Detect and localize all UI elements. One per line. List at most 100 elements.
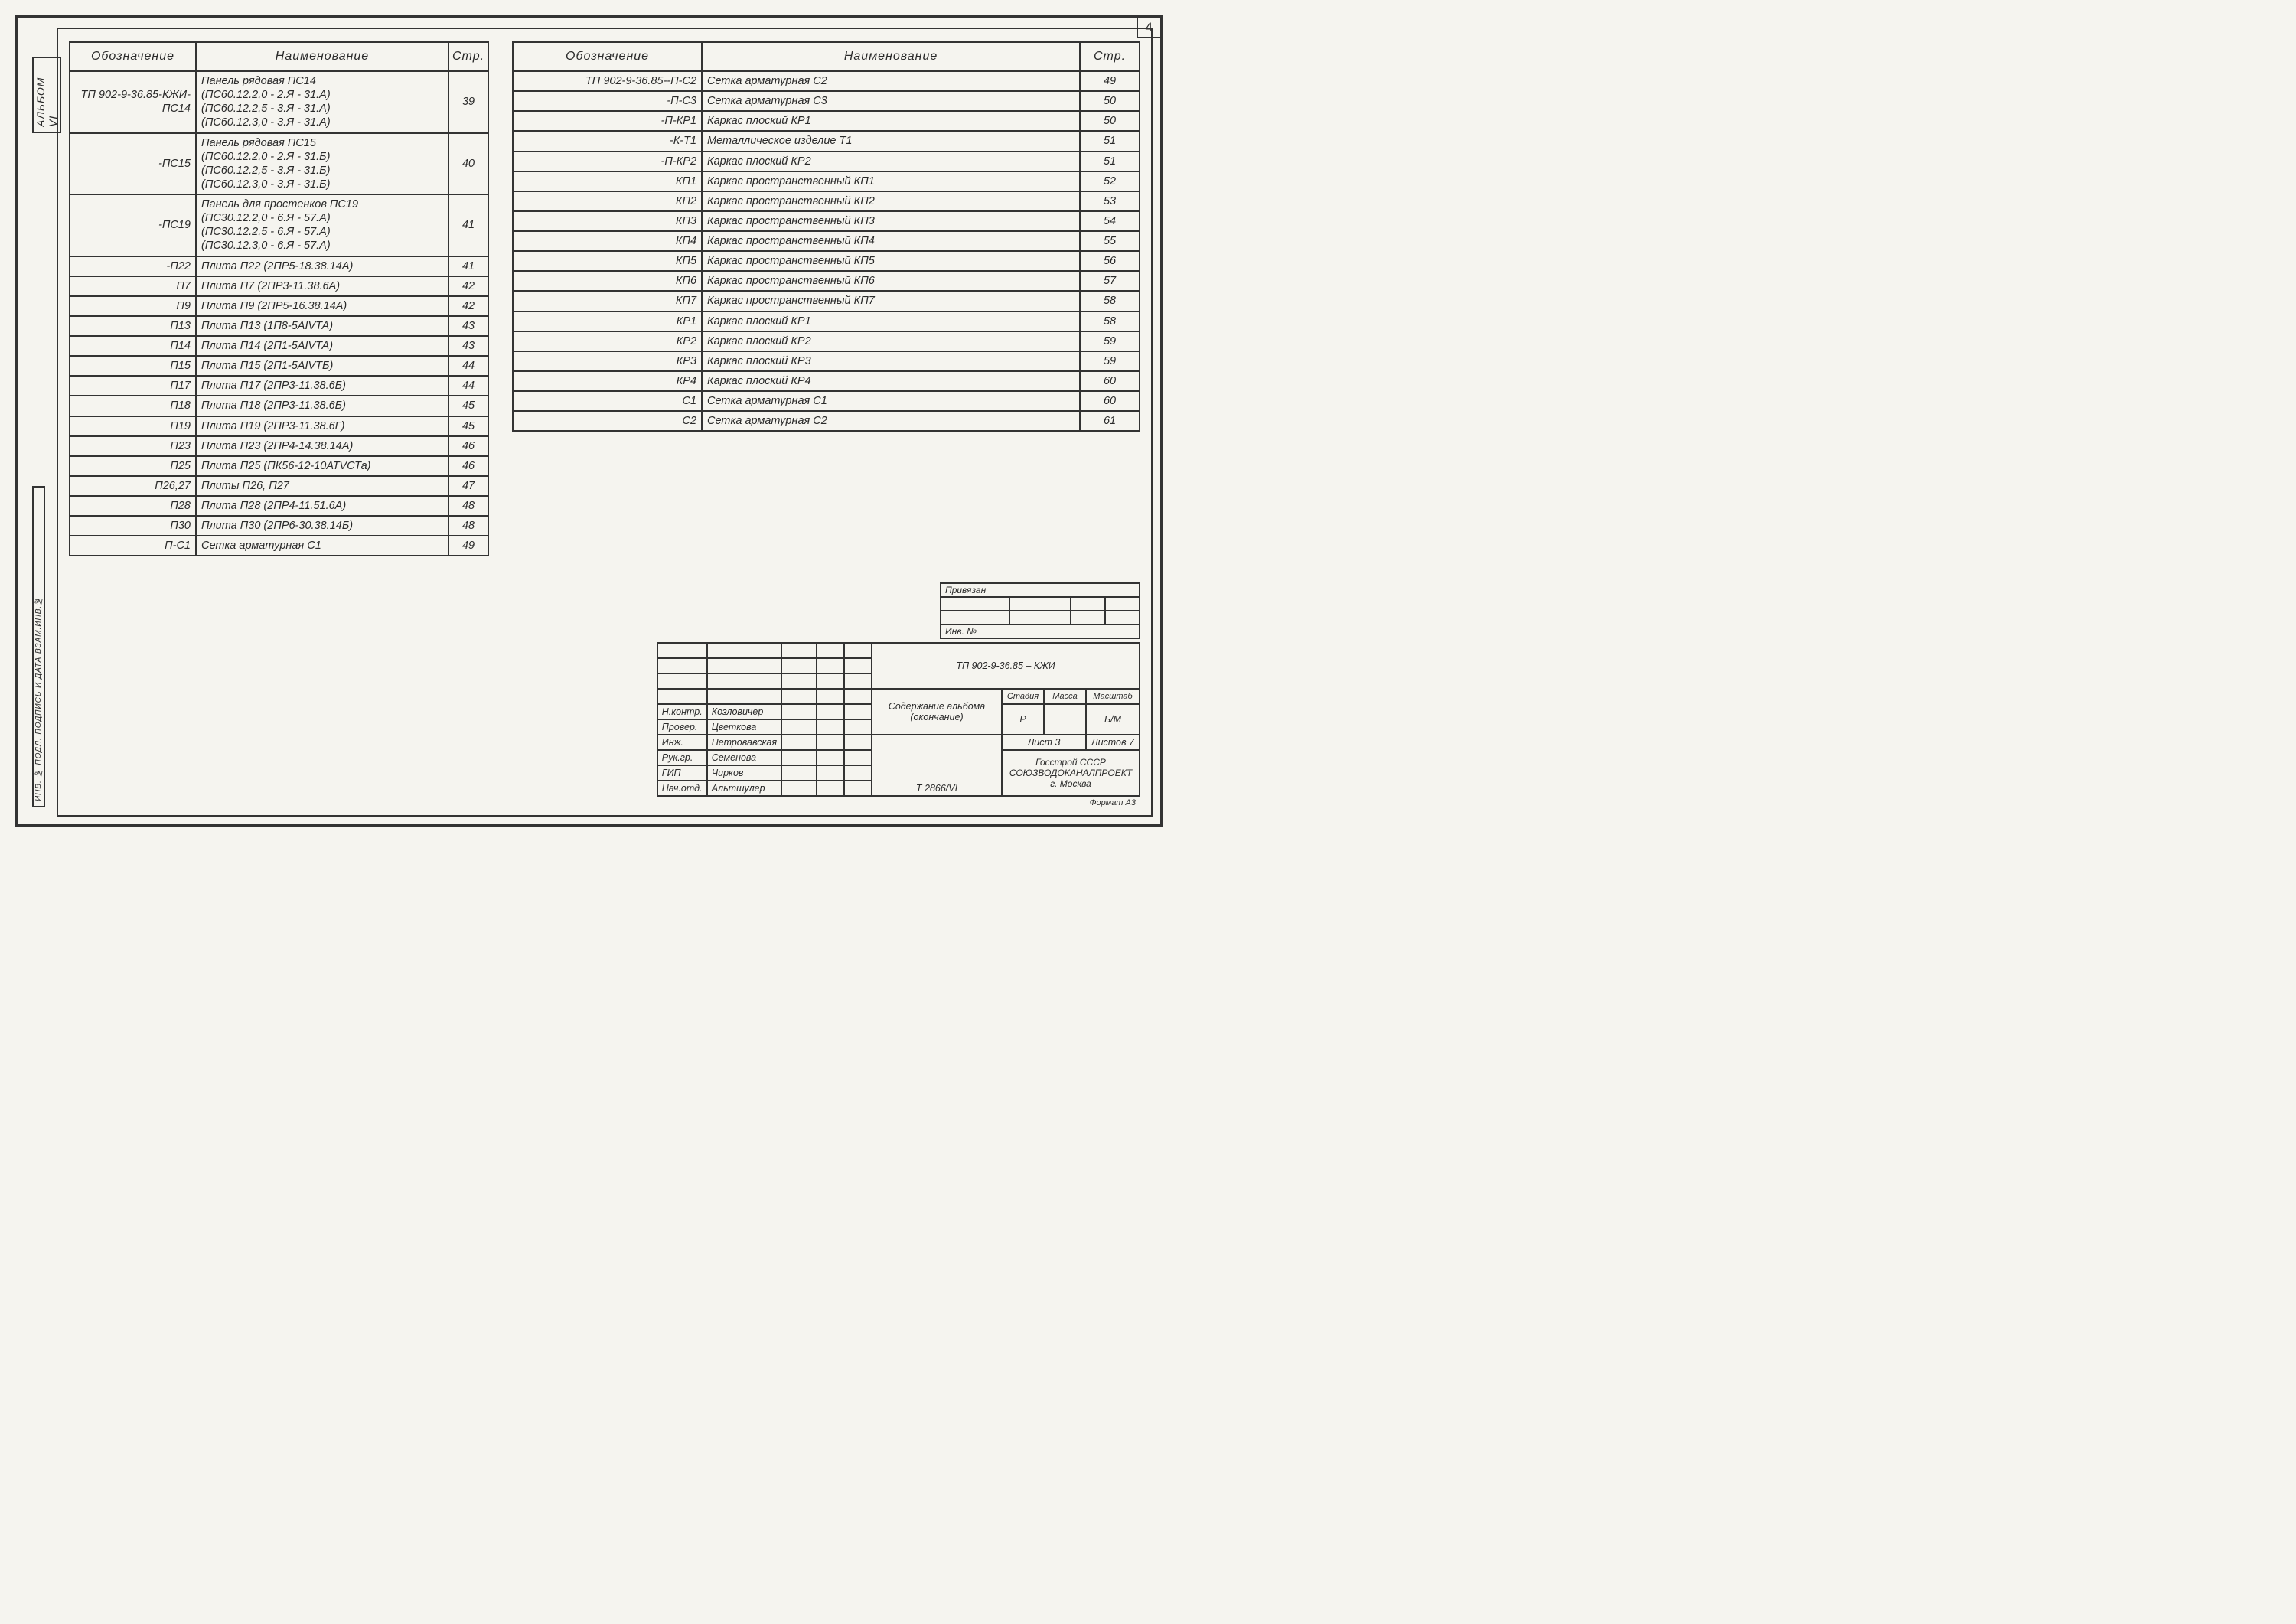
cell-page: 44 <box>448 356 488 376</box>
cell-designation: -К-Т1 <box>513 131 702 151</box>
cell-name: Плита П23 (2ПР4-14.38.14А) <box>196 436 448 456</box>
cell-name: Сетка арматурная С1 <box>702 391 1080 411</box>
table-row: П13Плита П13 (1П8-5АIVТА)43 <box>70 316 488 336</box>
th-designation: Обозначение <box>70 42 196 71</box>
binding-table: Привязан Инв. № <box>940 582 1140 639</box>
cell-name: Плита П13 (1П8-5АIVТА) <box>196 316 448 336</box>
table-row: П9Плита П9 (2ПР5-16.38.14А)42 <box>70 296 488 316</box>
cell-designation: П18 <box>70 396 196 416</box>
cell-name: Панель для простенков ПС19 (ПС30.12.2,0 … <box>196 194 448 256</box>
role-0: Н.контр. <box>657 704 707 719</box>
role-3: Рук.гр. <box>657 750 707 765</box>
table-row: КП1Каркас пространственный КП152 <box>513 171 1140 191</box>
cell-page: 52 <box>1080 171 1140 191</box>
cell-page: 42 <box>448 296 488 316</box>
cell-page: 58 <box>1080 291 1140 311</box>
cell-designation: КР2 <box>513 331 702 351</box>
index-table-right: Обозначение Наименование Стр. ТП 902-9-3… <box>512 41 1140 432</box>
cell-designation: КП4 <box>513 231 702 251</box>
table-row: -П-КР1Каркас плоский КР150 <box>513 111 1140 131</box>
table-row: КП4Каркас пространственный КП455 <box>513 231 1140 251</box>
cell-page: 53 <box>1080 191 1140 211</box>
cell-designation: КП1 <box>513 171 702 191</box>
cell-page: 42 <box>448 276 488 296</box>
cell-page: 41 <box>448 256 488 276</box>
sheets-total: Листов 7 <box>1086 735 1140 750</box>
cell-designation: -П-КР2 <box>513 152 702 171</box>
cell-name: Плита П19 (2ПР3-11.38.6Г) <box>196 416 448 436</box>
cell-designation: П15 <box>70 356 196 376</box>
table-row: П26,27Плиты П26, П2747 <box>70 476 488 496</box>
table-row: П17Плита П17 (2ПР3-11.38.6Б)44 <box>70 376 488 396</box>
index-table-left: Обозначение Наименование Стр. ТП 902-9-3… <box>69 41 489 556</box>
cell-name: Металлическое изделие Т1 <box>702 131 1080 151</box>
th-designation: Обозначение <box>513 42 702 71</box>
binding-label: Привязан <box>941 583 1140 597</box>
stage-value: Р <box>1002 704 1044 735</box>
cell-page: 49 <box>448 536 488 556</box>
project-code: ТП 902-9-36.85 – КЖИ <box>872 643 1140 689</box>
table-row: П19Плита П19 (2ПР3-11.38.6Г)45 <box>70 416 488 436</box>
cell-page: 39 <box>448 71 488 133</box>
table-row: КР1Каркас плоский КР158 <box>513 311 1140 331</box>
doc-title: Содержание альбома (окончание) <box>872 689 1002 735</box>
name-2: Петровавская <box>707 735 781 750</box>
cell-page: 48 <box>448 516 488 536</box>
cell-name: Каркас плоский КР1 <box>702 111 1080 131</box>
cell-page: 51 <box>1080 131 1140 151</box>
cell-page: 49 <box>1080 71 1140 91</box>
drawing-sheet: 4 АЛЬБОМ VI ИНВ. № ПОДЛ. ПОДПИСЬ И ДАТА … <box>15 15 1163 827</box>
name-4: Чирков <box>707 765 781 781</box>
th-page: Стр. <box>1080 42 1140 71</box>
cell-designation: КР1 <box>513 311 702 331</box>
cell-page: 55 <box>1080 231 1140 251</box>
cell-name: Каркас пространственный КП7 <box>702 291 1080 311</box>
cell-name: Плита П28 (2ПР4-11.51.6А) <box>196 496 448 516</box>
cell-page: 57 <box>1080 271 1140 291</box>
cell-designation: -ПС19 <box>70 194 196 256</box>
table-row: ТП 902-9-36.85--П-С2Сетка арматурная С24… <box>513 71 1140 91</box>
cell-page: 60 <box>1080 391 1140 411</box>
table-row: П30Плита П30 (2ПР6-30.38.14Б)48 <box>70 516 488 536</box>
cell-name: Плита П18 (2ПР3-11.38.6Б) <box>196 396 448 416</box>
cell-designation: С1 <box>513 391 702 411</box>
cell-page: 43 <box>448 336 488 356</box>
side-stamp: ИНВ. № ПОДЛ. ПОДПИСЬ И ДАТА ВЗАМ.ИНВ.№ <box>32 486 45 807</box>
organization: Госстрой СССР СОЮЗВОДОКАНАЛПРОЕКТ г. Мос… <box>1002 750 1140 796</box>
table-row: С1Сетка арматурная С160 <box>513 391 1140 411</box>
sheet-no: Лист 3 <box>1002 735 1086 750</box>
cell-designation: КР3 <box>513 351 702 371</box>
cell-designation: П23 <box>70 436 196 456</box>
scale-header: Масштаб <box>1086 689 1140 704</box>
table-row: -ПС19Панель для простенков ПС19 (ПС30.12… <box>70 194 488 256</box>
cell-name: Плита П9 (2ПР5-16.38.14А) <box>196 296 448 316</box>
cell-page: 40 <box>448 133 488 195</box>
cell-designation: -П-С3 <box>513 91 702 111</box>
table-row: КП6Каркас пространственный КП657 <box>513 271 1140 291</box>
stage-header: Стадия <box>1002 689 1044 704</box>
cell-name: Каркас пространственный КП4 <box>702 231 1080 251</box>
cell-page: 59 <box>1080 351 1140 371</box>
cell-name: Панель рядовая ПС15 (ПС60.12.2,0 - 2.Я -… <box>196 133 448 195</box>
table-row: П14Плита П14 (2П1-5АIVТА)43 <box>70 336 488 356</box>
cell-designation: П28 <box>70 496 196 516</box>
name-0: Козловичер <box>707 704 781 719</box>
cell-name: Каркас пространственный КП3 <box>702 211 1080 231</box>
cell-designation: КР4 <box>513 371 702 391</box>
role-1: Провер. <box>657 719 707 735</box>
cell-designation: П14 <box>70 336 196 356</box>
cell-name: Каркас пространственный КП6 <box>702 271 1080 291</box>
cell-designation: П9 <box>70 296 196 316</box>
cell-page: 54 <box>1080 211 1140 231</box>
th-page: Стр. <box>448 42 488 71</box>
title-block: ТП 902-9-36.85 – КЖИ Содержание альбома … <box>657 642 1140 797</box>
cell-page: 58 <box>1080 311 1140 331</box>
table-row: П15Плита П15 (2П1-5АIVТБ)44 <box>70 356 488 376</box>
table-row: П18Плита П18 (2ПР3-11.38.6Б)45 <box>70 396 488 416</box>
cell-name: Сетка арматурная С2 <box>702 411 1080 431</box>
cell-page: 43 <box>448 316 488 336</box>
name-3: Семенова <box>707 750 781 765</box>
cell-designation: ТП 902-9-36.85-КЖИ-ПС14 <box>70 71 196 133</box>
table-row: -П-КР2Каркас плоский КР251 <box>513 152 1140 171</box>
cell-page: 60 <box>1080 371 1140 391</box>
